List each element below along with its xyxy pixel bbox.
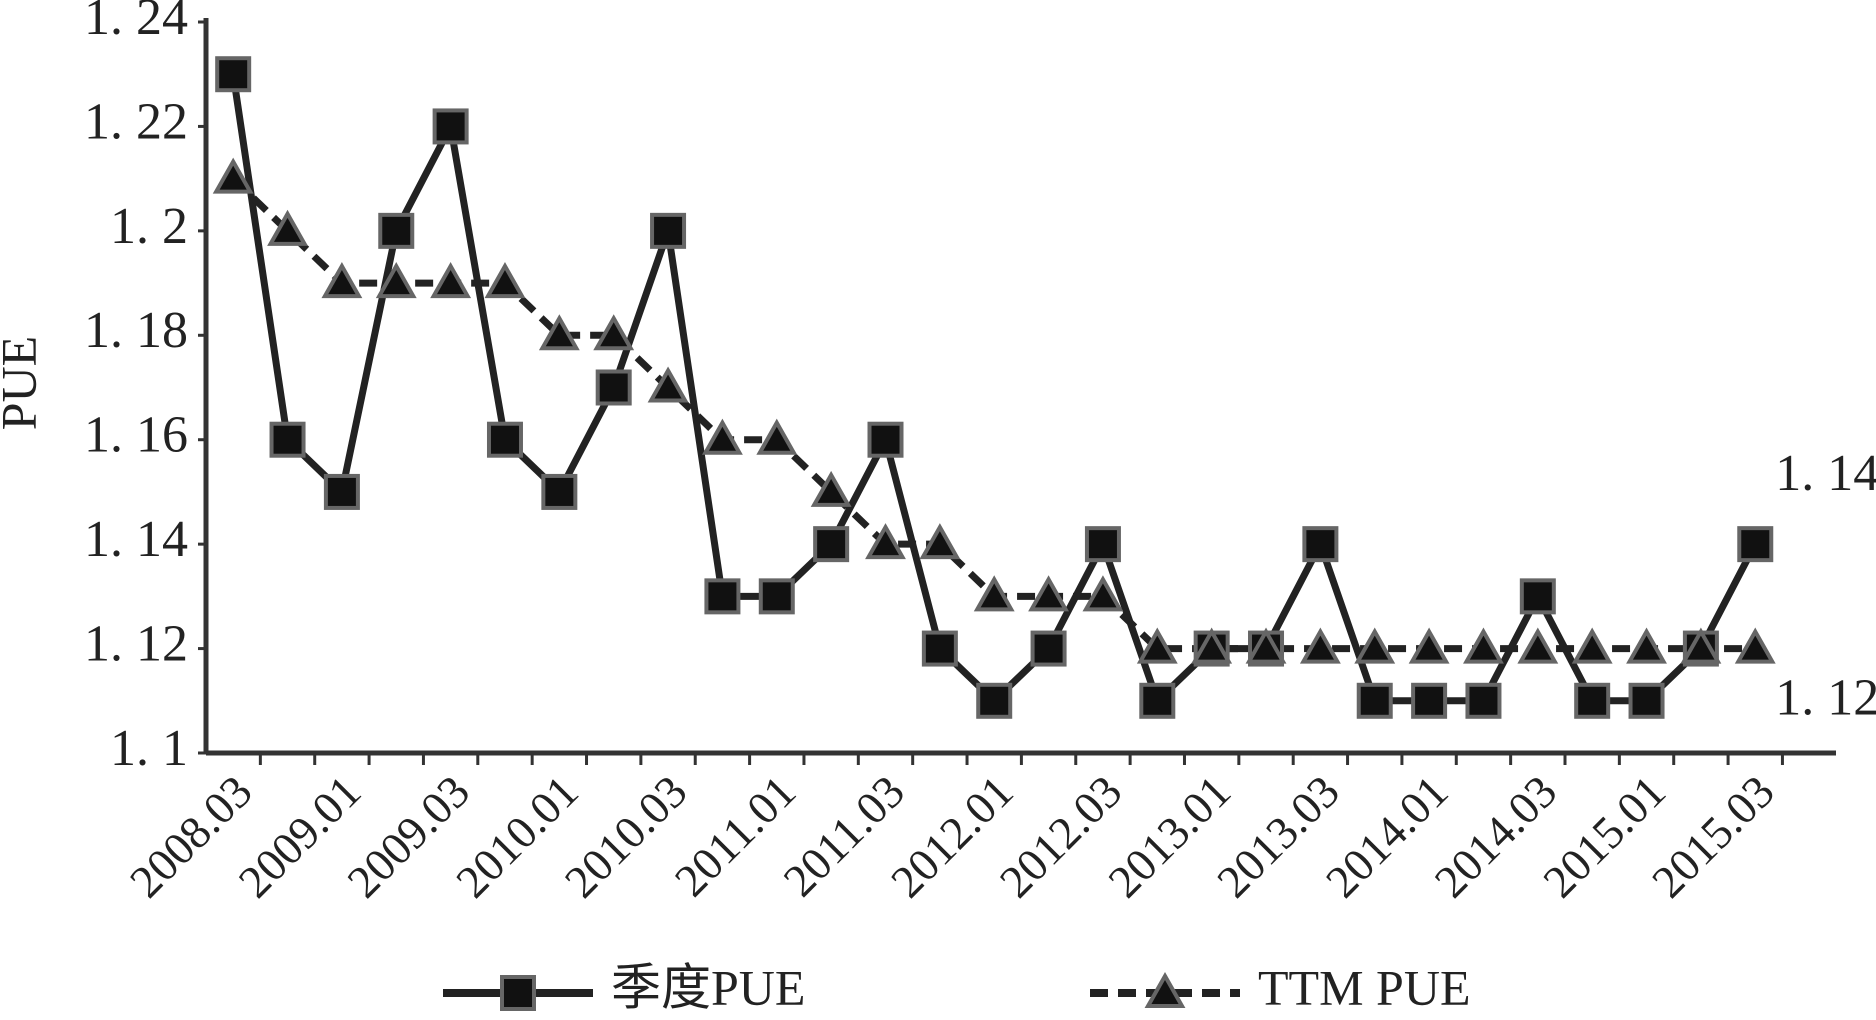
data-point xyxy=(921,630,958,667)
data-point xyxy=(1084,526,1121,563)
data-point xyxy=(1028,575,1070,612)
annotation: 1. 14 xyxy=(1775,445,1876,502)
data-point xyxy=(1191,627,1233,664)
x-tick-label: 2009.03 xyxy=(337,765,479,907)
data-point xyxy=(1411,682,1448,719)
data-point xyxy=(1517,627,1559,664)
data-point xyxy=(269,421,306,458)
x-tick-label: 2015.03 xyxy=(1642,765,1784,907)
y-axis-label: PUE xyxy=(0,336,46,430)
data-point xyxy=(867,421,904,458)
data-point xyxy=(1680,627,1722,664)
data-point xyxy=(484,262,526,299)
x-tick-label: 2013.03 xyxy=(1207,765,1349,907)
x-tick-label: 2011.01 xyxy=(665,765,806,906)
data-point xyxy=(973,575,1015,612)
x-tick-label: 2012.03 xyxy=(990,765,1132,907)
data-point xyxy=(1354,627,1396,664)
data-point xyxy=(704,578,741,615)
data-point xyxy=(432,108,469,145)
y-tick-label: 1. 22 xyxy=(84,93,188,150)
data-point xyxy=(212,157,254,194)
data-point xyxy=(1299,627,1341,664)
x-tick-label: 2012.01 xyxy=(881,765,1023,907)
data-point xyxy=(1465,682,1502,719)
x-tick-label: 2008.03 xyxy=(120,765,262,907)
data-point xyxy=(1574,682,1611,719)
data-point xyxy=(1030,630,1067,667)
y-tick-label: 1. 12 xyxy=(84,616,188,673)
data-point xyxy=(1734,627,1776,664)
data-point xyxy=(1082,575,1124,612)
x-tick-label: 2015.01 xyxy=(1533,765,1675,907)
data-point xyxy=(1136,627,1178,664)
data-point xyxy=(1245,627,1287,664)
data-point xyxy=(647,366,689,403)
data-point xyxy=(1628,682,1665,719)
x-tick-label: 2011.03 xyxy=(773,765,914,906)
x-tick-label: 2010.01 xyxy=(446,765,588,907)
data-point xyxy=(593,314,635,351)
data-point xyxy=(375,262,417,299)
legend-label: TTM PUE xyxy=(1258,959,1471,1015)
data-point xyxy=(215,56,252,93)
data-point xyxy=(1408,627,1450,664)
data-point xyxy=(865,523,906,560)
data-point xyxy=(1571,627,1613,664)
data-point xyxy=(976,682,1013,719)
data-point xyxy=(650,212,687,249)
y-tick-label: 1. 16 xyxy=(84,407,188,464)
data-point xyxy=(701,418,743,455)
x-tick-label: 2013.01 xyxy=(1098,765,1240,907)
data-point xyxy=(486,421,523,458)
data-point xyxy=(321,262,363,299)
data-point xyxy=(813,526,850,563)
legend-marker xyxy=(500,975,536,1011)
data-point xyxy=(1139,682,1176,719)
data-point xyxy=(756,418,798,455)
data-point xyxy=(1356,682,1393,719)
legend-marker xyxy=(1144,971,1186,1008)
data-point xyxy=(1463,627,1504,664)
y-tick-label: 1. 24 xyxy=(84,0,188,46)
data-point xyxy=(430,262,472,299)
y-tick-label: 1. 1 xyxy=(110,720,188,777)
data-point xyxy=(1302,526,1339,563)
data-point xyxy=(810,470,852,507)
x-tick-label: 2009.01 xyxy=(229,765,371,907)
data-point xyxy=(538,314,580,351)
y-tick-label: 1. 2 xyxy=(110,198,188,255)
x-tick-label: 2010.03 xyxy=(555,765,697,907)
data-point xyxy=(595,369,632,406)
data-point xyxy=(378,212,415,249)
data-point xyxy=(267,209,308,246)
data-point xyxy=(758,578,795,615)
data-point xyxy=(541,473,578,510)
data-point xyxy=(1737,526,1774,563)
annotation: 1. 12 xyxy=(1775,670,1876,727)
y-tick-label: 1. 18 xyxy=(84,302,188,359)
legend-label: 季度PUE xyxy=(611,959,805,1015)
data-point xyxy=(919,523,961,560)
data-point xyxy=(1626,627,1667,664)
x-tick-label: 2014.01 xyxy=(1316,765,1458,907)
data-point xyxy=(323,473,360,510)
x-tick-label: 2014.03 xyxy=(1425,765,1567,907)
y-tick-label: 1. 14 xyxy=(84,511,188,568)
data-point xyxy=(1519,578,1556,615)
